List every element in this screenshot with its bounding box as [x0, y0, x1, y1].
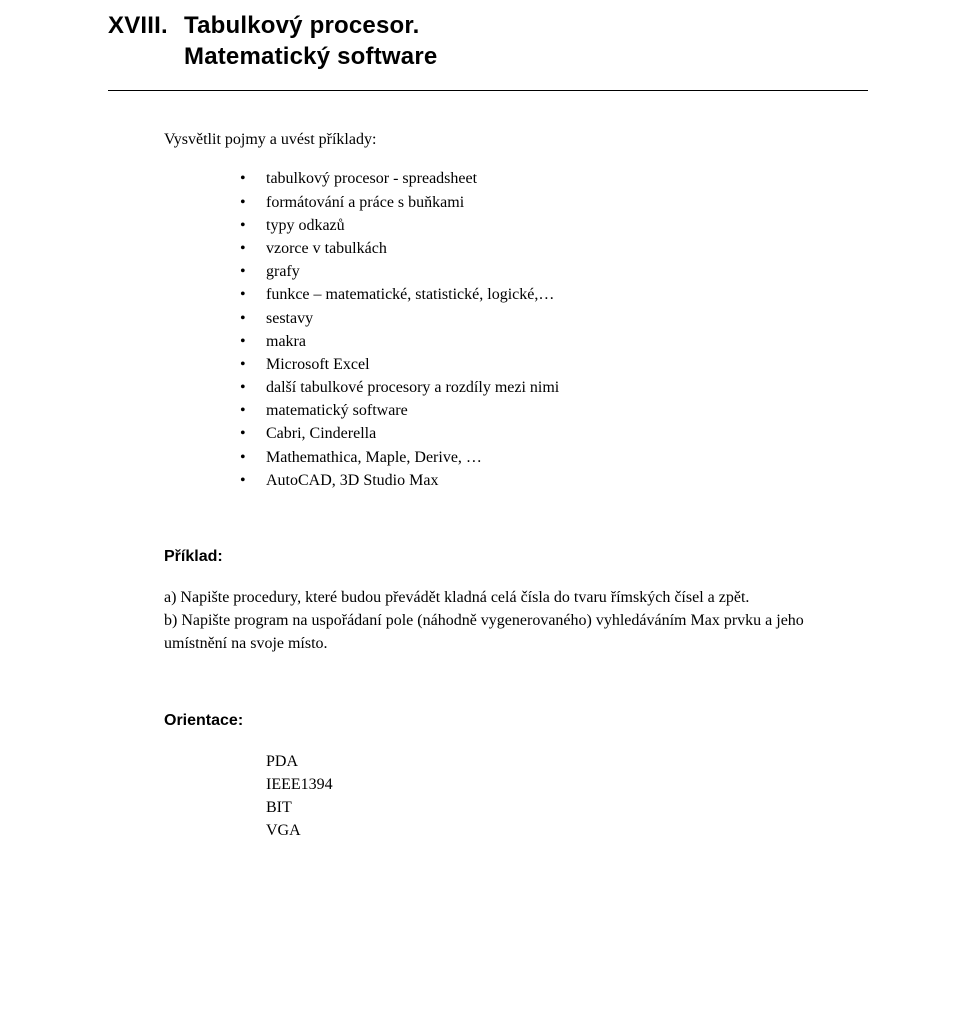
list-item: další tabulkové procesory a rozdíly mezi…: [240, 376, 860, 399]
list-item: tabulkový procesor - spreadsheet: [240, 167, 860, 190]
example-label: Příklad:: [108, 548, 860, 566]
example-a: a) Napište procedury, které budou převád…: [164, 586, 850, 609]
list-item: AutoCAD, 3D Studio Max: [240, 469, 860, 492]
bullet-list: tabulkový procesor - spreadsheet formáto…: [108, 167, 860, 492]
list-item: Cabri, Cinderella: [240, 422, 860, 445]
chapter-title-block: XVIII. Tabulkový procesor. Matematický s…: [108, 10, 860, 72]
list-item: Mathemathica, Maple, Derive, …: [240, 446, 860, 469]
orientation-label: Orientace:: [108, 712, 860, 730]
example-body: a) Napište procedury, které budou převád…: [108, 586, 860, 656]
list-item: makra: [240, 330, 860, 353]
list-item: typy odkazů: [240, 214, 860, 237]
list-item: funkce – matematické, statistické, logic…: [240, 283, 860, 306]
horizontal-rule: [108, 90, 868, 91]
list-item: VGA: [266, 819, 860, 842]
page: XVIII. Tabulkový procesor. Matematický s…: [0, 0, 960, 842]
list-item: IEEE1394: [266, 773, 860, 796]
intro-text: Vysvětlit pojmy a uvést příklady:: [108, 131, 860, 149]
example-b: b) Napište program na uspořádaní pole (n…: [164, 609, 850, 655]
list-item: formátování a práce s buňkami: [240, 191, 860, 214]
list-item: sestavy: [240, 307, 860, 330]
list-item: Microsoft Excel: [240, 353, 860, 376]
chapter-title-line2: Matematický software: [184, 41, 860, 72]
chapter-number: XVIII.: [108, 10, 184, 41]
orientation-list: PDA IEEE1394 BIT VGA: [108, 750, 860, 843]
chapter-title-line1: Tabulkový procesor.: [184, 10, 419, 41]
list-item: vzorce v tabulkách: [240, 237, 860, 260]
list-item: grafy: [240, 260, 860, 283]
list-item: matematický software: [240, 399, 860, 422]
list-item: BIT: [266, 796, 860, 819]
list-item: PDA: [266, 750, 860, 773]
title-line-1: XVIII. Tabulkový procesor.: [108, 10, 860, 41]
